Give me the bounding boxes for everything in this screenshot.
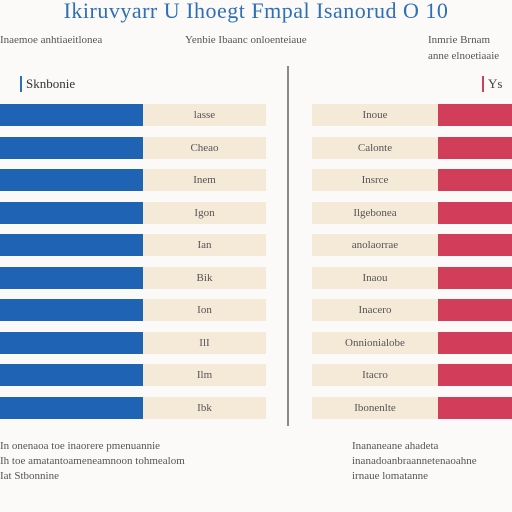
right-row-label: Ilgebonea: [312, 202, 438, 224]
center-divider: [287, 66, 289, 426]
right-row: Onnionialobe: [312, 332, 512, 354]
left-row-label: IlI: [143, 332, 266, 354]
right-row: Insrce: [312, 169, 512, 191]
right-row: Itacro: [312, 364, 512, 386]
left-row-bar: [0, 332, 143, 354]
page-title: Ikiruvyarr U Ihoegt Fmpal Isanorud O 10: [0, 0, 512, 24]
left-row-bar: [0, 267, 143, 289]
left-row-bar: [0, 104, 143, 126]
left-row: Inem: [0, 169, 266, 191]
left-row: Cheao: [0, 137, 266, 159]
right-row-label: Itacro: [312, 364, 438, 386]
right-row-label: Inoue: [312, 104, 438, 126]
footer-right-line3: irnaue lomatanne: [352, 470, 429, 482]
left-row-bar: [0, 364, 143, 386]
subhead-left: Inaemoe anhtiaeitlonea: [0, 34, 103, 46]
left-row-bar: [0, 202, 143, 224]
right-row-bar: [438, 137, 512, 159]
right-row-bar: [438, 397, 512, 419]
left-row: Ion: [0, 299, 266, 321]
right-row-bar: [438, 202, 512, 224]
footer-left-line1: In onenaoa toe inaorere pmenuannie: [0, 440, 161, 452]
right-row-bar: [438, 104, 512, 126]
subhead-right-1: Inmrie Brnam: [428, 34, 491, 46]
right-row: Ibonenlte: [312, 397, 512, 419]
right-row: Ilgebonea: [312, 202, 512, 224]
left-row: Ibk: [0, 397, 266, 419]
right-row-bar: [438, 169, 512, 191]
right-row-label: Insrce: [312, 169, 438, 191]
left-row: IlI: [0, 332, 266, 354]
right-row: Inaou: [312, 267, 512, 289]
left-row-bar: [0, 234, 143, 256]
subhead-right-2: anne elnoetiaaie: [428, 50, 500, 62]
right-row: Inoue: [312, 104, 512, 126]
left-row-label: lasse: [143, 104, 266, 126]
footer-right-line2: inanadoanbraannetenaoahne: [352, 455, 477, 467]
left-row: Ilm: [0, 364, 266, 386]
left-row: Ian: [0, 234, 266, 256]
left-row-label: Ilm: [143, 364, 266, 386]
footer-left-line2: Ih toe amatantoameneamnoon tohmealom: [0, 455, 185, 467]
left-row-label: Ibk: [143, 397, 266, 419]
right-row-bar: [438, 234, 512, 256]
right-panel-tag: Ys: [482, 76, 506, 92]
subhead-center: Yenbie Ibaanc onloenteiaue: [185, 34, 307, 46]
left-row-label: Cheao: [143, 137, 266, 159]
left-row-bar: [0, 137, 143, 159]
right-row: Inacero: [312, 299, 512, 321]
left-panel-tag: Sknbonie: [20, 76, 79, 92]
left-row-bar: [0, 299, 143, 321]
right-row-label: Ibonenlte: [312, 397, 438, 419]
right-row-bar: [438, 364, 512, 386]
right-row-label: Inaou: [312, 267, 438, 289]
left-row-label: Igon: [143, 202, 266, 224]
title-left: Ikiruvyarr U Ihoegt: [63, 0, 246, 23]
left-row: Bik: [0, 267, 266, 289]
right-row-bar: [438, 267, 512, 289]
right-row: Calonte: [312, 137, 512, 159]
title-right: Fmpal Isanorud O 10: [251, 0, 449, 23]
left-row-label: Ion: [143, 299, 266, 321]
left-row: Igon: [0, 202, 266, 224]
footer-left-line3: Iat Stbonnine: [0, 470, 59, 482]
left-row-label: Ian: [143, 234, 266, 256]
right-row: anolaorrae: [312, 234, 512, 256]
right-row-bar: [438, 299, 512, 321]
right-row-bar: [438, 332, 512, 354]
right-row-label: Calonte: [312, 137, 438, 159]
left-row-label: Inem: [143, 169, 266, 191]
right-row-label: Onnionialobe: [312, 332, 438, 354]
right-row-label: anolaorrae: [312, 234, 438, 256]
footer-right-line1: Inananeane ahadeta: [352, 440, 439, 452]
left-row-bar: [0, 169, 143, 191]
right-row-label: Inacero: [312, 299, 438, 321]
left-row: lasse: [0, 104, 266, 126]
left-row-bar: [0, 397, 143, 419]
left-row-label: Bik: [143, 267, 266, 289]
